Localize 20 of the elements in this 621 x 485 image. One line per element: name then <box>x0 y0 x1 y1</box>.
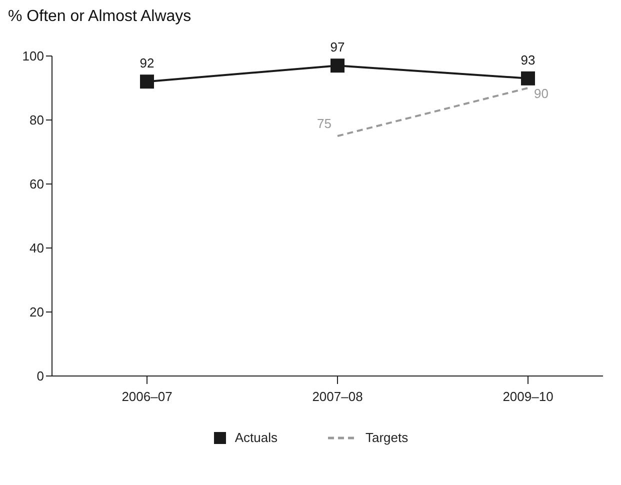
x-tick-label: 2006–07 <box>122 389 172 404</box>
data-label: 92 <box>140 56 154 71</box>
point <box>140 74 154 89</box>
y-tick-label: 100 <box>22 48 44 64</box>
legend-label: Actuals <box>234 430 278 445</box>
x-tick-label: 2009–10 <box>502 389 554 404</box>
legend-label: Targets <box>366 430 408 445</box>
y-tick-label: 80 <box>30 112 44 128</box>
x-tick-label: 2007–08 <box>312 389 363 404</box>
data-label: 75 <box>317 116 332 131</box>
y-axis-title: % Often or Almost Always <box>8 8 192 26</box>
data-label: 97 <box>330 40 345 55</box>
y-tick-label: 0 <box>36 368 44 384</box>
point <box>521 71 535 86</box>
y-tick-label: 60 <box>30 176 44 192</box>
data-label: 93 <box>520 52 536 68</box>
y-tick-label: 20 <box>30 304 44 320</box>
point <box>330 58 344 73</box>
data-label: 90 <box>534 86 548 101</box>
y-tick-label: 40 <box>30 240 44 256</box>
